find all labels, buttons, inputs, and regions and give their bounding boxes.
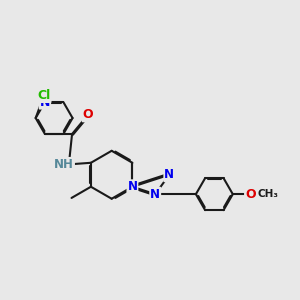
Text: NH: NH [54,158,74,171]
Text: N: N [150,188,160,201]
Text: O: O [83,108,93,121]
Text: N: N [128,180,137,193]
Text: Cl: Cl [37,89,50,102]
Text: N: N [164,168,174,181]
Text: N: N [40,96,50,109]
Text: CH₃: CH₃ [257,189,278,199]
Text: O: O [245,188,256,201]
